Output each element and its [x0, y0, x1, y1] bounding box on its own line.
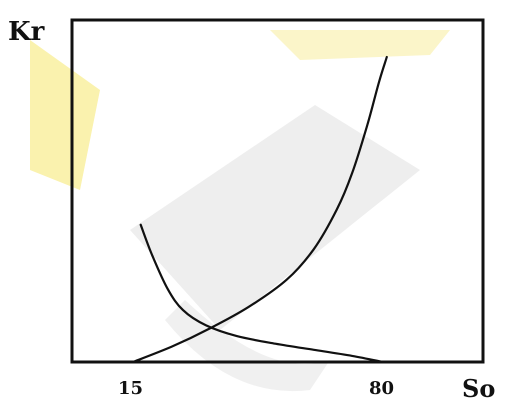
- x-axis-label: So: [462, 374, 495, 401]
- watermark-shape-yellow-2: [270, 30, 450, 60]
- x-tick-label-end: 80: [369, 378, 394, 399]
- watermark-shape-gray-2: [165, 300, 330, 392]
- kr-falling-curve: [139, 223, 385, 364]
- kr-rising-curve: [131, 55, 388, 364]
- x-tick-label-start: 15: [118, 378, 143, 399]
- plot-frame: [70, 18, 485, 364]
- watermark-shape-gray: [130, 105, 420, 330]
- curves: [131, 55, 388, 364]
- y-axis-label: Kr: [8, 17, 45, 47]
- watermark-shape-yellow: [30, 40, 100, 190]
- watermark: [30, 30, 450, 392]
